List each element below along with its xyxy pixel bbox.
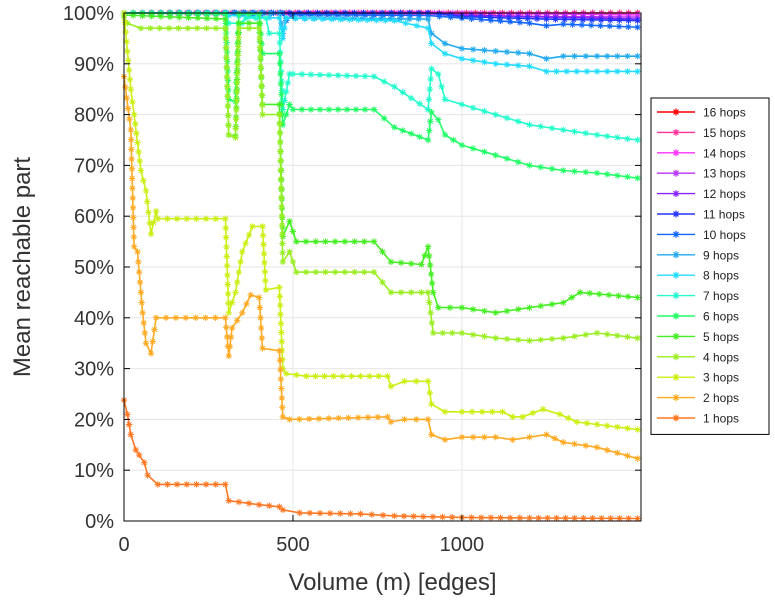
series-6-hops xyxy=(120,9,641,182)
legend-item: 8 hops xyxy=(657,269,739,283)
legend-item: 9 hops xyxy=(657,248,739,262)
y-tick-label: 100% xyxy=(63,3,114,25)
legend-item: 16 hops xyxy=(657,106,746,120)
y-tick-label: 30% xyxy=(74,359,114,381)
series-markers xyxy=(120,9,641,182)
legend-item: 12 hops xyxy=(657,187,746,201)
legend-label: 4 hops xyxy=(703,350,739,364)
legend-swatch-marker xyxy=(672,373,680,381)
series-line xyxy=(123,16,638,342)
y-tick-label: 80% xyxy=(74,105,114,127)
legend-label: 16 hops xyxy=(703,106,746,120)
legend-swatch-marker xyxy=(672,414,680,422)
legend-item: 10 hops xyxy=(657,228,746,242)
x-tick-label: 500 xyxy=(276,534,309,556)
legend-swatch-marker xyxy=(672,353,680,361)
legend-item: 5 hops xyxy=(657,330,739,344)
y-tick-label: 90% xyxy=(74,54,114,76)
y-tick-label: 50% xyxy=(74,257,114,279)
legend-label: 8 hops xyxy=(703,269,739,283)
legend-item: 14 hops xyxy=(657,146,746,160)
legend-label: 1 hops xyxy=(703,412,739,426)
y-tick-label: 60% xyxy=(74,206,114,228)
legend-swatch-marker xyxy=(672,271,680,279)
legend-swatch-marker xyxy=(672,108,680,116)
y-tick-label: 70% xyxy=(74,155,114,177)
axis-ticks: 0% 10% 20% 30% 40% 50% 60% 70% 80% 90% 100% 0 500 100… xyxy=(63,3,641,556)
legend-swatch-marker xyxy=(672,292,680,300)
legend-swatch-marker xyxy=(672,332,680,340)
legend-item: 13 hops xyxy=(657,167,746,181)
legend-label: 6 hops xyxy=(703,310,739,324)
legend-item: 15 hops xyxy=(657,126,746,140)
legend-label: 3 hops xyxy=(703,371,739,385)
series-lines xyxy=(120,9,641,522)
x-tick-label: 0 xyxy=(118,534,129,556)
legend-swatch-marker xyxy=(672,312,680,320)
series-line xyxy=(124,12,638,141)
legend-label: 7 hops xyxy=(703,289,739,303)
legend-item: 4 hops xyxy=(657,350,739,364)
legend-label: 11 hops xyxy=(703,208,745,222)
series-3-hops xyxy=(120,9,641,433)
legend-item: 11 hops xyxy=(657,208,745,222)
legend-label: 13 hops xyxy=(703,167,746,181)
y-tick-label: 40% xyxy=(74,308,114,330)
legend-swatch-marker xyxy=(672,210,680,218)
legend-item: 1 hops xyxy=(657,412,739,426)
series-line xyxy=(123,12,638,179)
grid xyxy=(124,13,641,521)
legend-label: 2 hops xyxy=(703,391,739,405)
legend-item: 6 hops xyxy=(657,310,739,324)
legend-swatch-marker xyxy=(672,230,680,238)
series-markers xyxy=(120,9,641,433)
x-axis-title: Volume (m) [edges] xyxy=(288,569,496,596)
legend-label: 12 hops xyxy=(703,187,746,201)
legend-label: 5 hops xyxy=(703,330,739,344)
legend-swatch-marker xyxy=(672,394,680,402)
y-tick-label: 10% xyxy=(74,460,114,482)
y-axis-title: Mean reachable part xyxy=(9,157,36,377)
legend-swatch-marker xyxy=(672,128,680,136)
legend-swatch-marker xyxy=(672,251,680,259)
legend-label: 14 hops xyxy=(703,146,746,160)
legend-item: 3 hops xyxy=(657,371,739,385)
series-line xyxy=(123,12,638,431)
legend-swatch-marker xyxy=(672,169,680,177)
legend-label: 15 hops xyxy=(703,126,746,140)
legend-label: 9 hops xyxy=(703,248,739,262)
legend-label: 10 hops xyxy=(703,228,746,242)
x-tick-label: 1000 xyxy=(440,534,485,556)
legend-swatch-marker xyxy=(672,190,680,198)
y-tick-label: 0% xyxy=(85,511,114,533)
legend-item: 7 hops xyxy=(657,289,739,303)
legend: 16 hops 15 hops 14 hops 13 hops 12 hops 11 ho… xyxy=(650,97,770,435)
series-line xyxy=(123,14,638,314)
y-tick-label: 20% xyxy=(74,409,114,431)
legend-swatch-marker xyxy=(672,149,680,157)
legend-item: 2 hops xyxy=(657,391,739,405)
legend-box xyxy=(650,97,770,435)
